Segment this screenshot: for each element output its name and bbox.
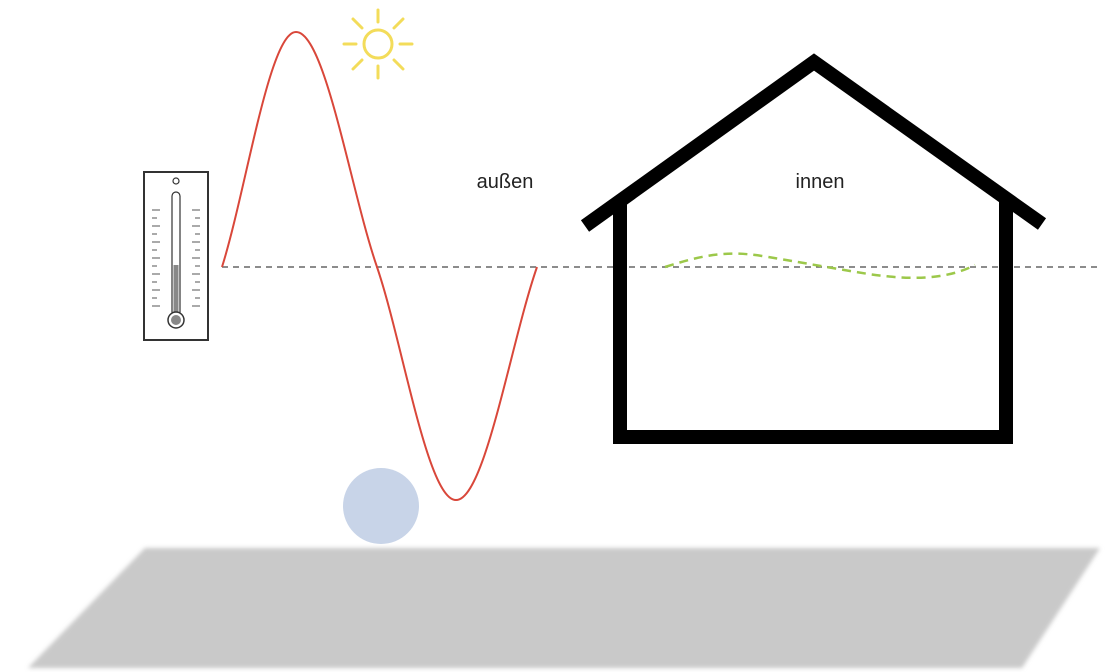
diagram: außen innen <box>0 0 1108 672</box>
sun <box>344 10 412 78</box>
outside-wave <box>222 32 537 500</box>
floor <box>28 548 1100 668</box>
outside-label: außen <box>477 171 534 193</box>
moon <box>343 468 419 544</box>
inside-label: innen <box>796 171 845 193</box>
thermometer <box>144 172 208 340</box>
house <box>585 62 1042 437</box>
inside-wave <box>665 254 975 278</box>
